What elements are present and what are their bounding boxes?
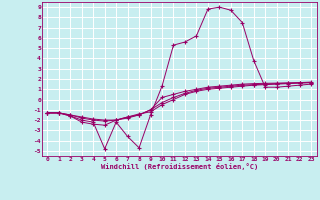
X-axis label: Windchill (Refroidissement éolien,°C): Windchill (Refroidissement éolien,°C) [100,163,258,170]
